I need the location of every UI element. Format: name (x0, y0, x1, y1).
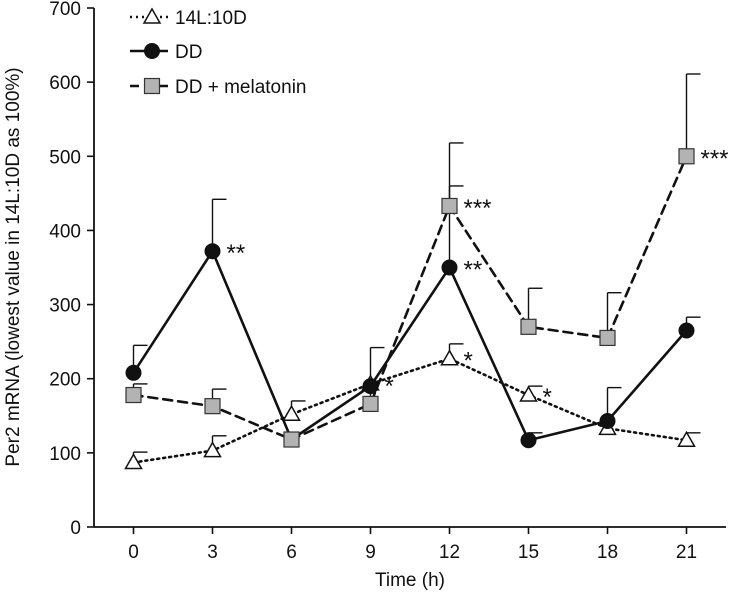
y-tick-label: 100 (49, 444, 81, 465)
y-tick-label: 0 (70, 518, 81, 539)
series-line (132, 154, 688, 441)
data-point-square (283, 431, 300, 448)
significance-mark: ** (227, 240, 246, 267)
x-tick-label: 6 (286, 542, 297, 563)
axes: 0 100 200 300 400 500 600 700 0 3 6 9 12 15 18 21 (49, 0, 726, 563)
x-tick-label: 12 (439, 542, 460, 563)
data-point-square (520, 318, 537, 335)
significance-mark: * (543, 384, 552, 411)
data-point-square (441, 197, 458, 215)
legend-label: DD (175, 42, 202, 63)
x-tick-label: 15 (518, 542, 539, 563)
data-point-circle (678, 322, 695, 339)
data-point-circle (144, 43, 160, 59)
x-tick-label: 18 (597, 542, 618, 563)
data-point-square (599, 329, 616, 347)
y-tick-label: 700 (49, 0, 81, 20)
data-point-square (125, 386, 142, 404)
legend-label: 14L:10D (175, 8, 247, 29)
legend: 14L:10D DD DD + melatonin (130, 7, 306, 98)
data-point-square (362, 395, 379, 413)
y-tick-label: 500 (49, 147, 81, 168)
y-tick-label: 600 (49, 73, 81, 94)
data-point-triangle (142, 7, 162, 24)
data-point-square (143, 77, 161, 95)
data-point-circle (204, 243, 221, 260)
significance-mark: * (464, 348, 473, 375)
legend-label: DD + melatonin (175, 77, 306, 98)
data-point-circle (599, 412, 616, 429)
x-tick-label: 9 (365, 542, 376, 563)
data-point-circle (441, 259, 458, 276)
series-lines (132, 154, 688, 464)
data-point-triangle (124, 452, 143, 470)
series-line (132, 248, 688, 442)
significance-mark: ** (464, 257, 483, 284)
x-tick-label: 3 (207, 542, 218, 563)
data-point-triangle (282, 404, 301, 422)
significance-mark: * (385, 373, 394, 400)
y-axis-title: Per2 mRNA (lowest value in 14L:10D as 10… (3, 67, 24, 466)
data-point-triangle (677, 430, 696, 448)
data-point-triangle (440, 349, 459, 366)
significance-mark: *** (701, 145, 729, 172)
data-point-square (204, 398, 221, 415)
y-tick-label: 300 (49, 296, 81, 317)
data-point-triangle (203, 441, 222, 458)
significance-mark: *** (464, 195, 492, 222)
x-tick-label: 0 (128, 542, 139, 563)
series-line (132, 357, 688, 464)
y-tick-label: 200 (49, 370, 81, 391)
data-point-circle (125, 364, 142, 381)
significance-annotations: ************* (227, 145, 729, 411)
data-point-triangle (519, 385, 538, 402)
data-point-circle (362, 378, 379, 395)
y-tick-label: 400 (49, 221, 81, 242)
x-axis-title: Time (h) (375, 570, 445, 591)
x-tick-label: 21 (676, 542, 697, 563)
series-markers (124, 148, 696, 470)
data-point-square (678, 148, 695, 165)
data-point-circle (520, 432, 537, 449)
